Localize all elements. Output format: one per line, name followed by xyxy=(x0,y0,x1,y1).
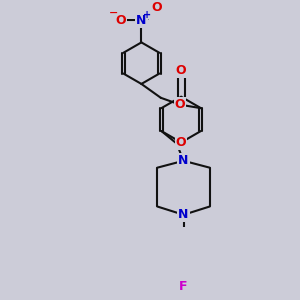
Text: N: N xyxy=(178,154,189,167)
Text: +: + xyxy=(143,10,151,20)
Text: F: F xyxy=(179,280,188,293)
Text: O: O xyxy=(176,136,187,149)
Text: O: O xyxy=(151,1,162,14)
Text: O: O xyxy=(176,64,187,77)
Text: N: N xyxy=(136,14,147,27)
Text: O: O xyxy=(115,14,126,27)
Text: O: O xyxy=(175,98,185,111)
Text: N: N xyxy=(178,208,189,221)
Text: −: − xyxy=(109,8,118,18)
